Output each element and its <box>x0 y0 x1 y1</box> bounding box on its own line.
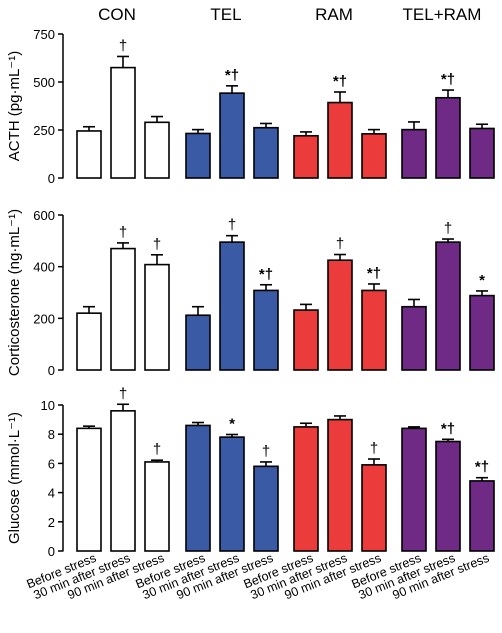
bar-con-1 <box>110 66 136 179</box>
y-tick-label: 0 <box>48 171 55 186</box>
significance-mark: *† <box>259 266 273 283</box>
bar-ram-1 <box>327 418 353 552</box>
y-axis-label: Glucose (mmol·L⁻¹) <box>6 412 23 544</box>
bar-tel-2 <box>253 126 279 179</box>
bar-tel-ram-0 <box>401 305 427 371</box>
significance-mark: † <box>370 440 378 457</box>
significance-mark: † <box>119 37 127 54</box>
significance-mark: *† <box>333 73 347 90</box>
bar-ram-0 <box>293 134 319 179</box>
bar-ram-2 <box>361 133 387 179</box>
bar-tel-2 <box>253 465 279 552</box>
bar-con-2 <box>144 263 170 371</box>
y-axis-label: ACTH (pg·mL⁻¹) <box>6 51 23 161</box>
significance-mark: *† <box>441 71 455 88</box>
y-tick-label: 200 <box>33 311 55 326</box>
bar-ram-2 <box>361 289 387 371</box>
y-tick-label: 250 <box>33 123 55 138</box>
group-titles: CON TEL RAM TEL+RAM <box>98 5 481 24</box>
y-tick-label: 0 <box>48 544 55 559</box>
bar-ram-2 <box>361 464 387 552</box>
significance-mark: * <box>479 272 485 289</box>
y-tick-label: 750 <box>33 27 55 42</box>
bar-ram-1 <box>327 259 353 371</box>
bar-con-0 <box>76 130 102 179</box>
significance-mark: *† <box>367 265 381 282</box>
y-tick-label: 2 <box>48 515 55 530</box>
bar-con-2 <box>144 461 170 552</box>
bar-tel-ram-0 <box>401 128 427 179</box>
group-title-telram: TEL+RAM <box>403 5 482 24</box>
significance-mark: † <box>444 220 452 237</box>
y-tick-label: 0 <box>48 363 55 378</box>
bar-tel-0 <box>185 424 211 552</box>
significance-mark: † <box>262 443 270 460</box>
y-tick-label: 6 <box>48 456 55 471</box>
bar-tel-0 <box>185 132 211 179</box>
significance-mark: * <box>229 415 235 432</box>
bar-tel-ram-2 <box>469 127 495 179</box>
bar-con-1 <box>110 247 136 371</box>
y-tick-label: 400 <box>33 260 55 275</box>
y-tick-label: 10 <box>41 398 55 413</box>
bar-con-1 <box>110 410 136 552</box>
bar-ram-0 <box>293 309 319 371</box>
significance-mark: † <box>119 385 127 402</box>
bar-tel-ram-1 <box>435 440 461 552</box>
bar-con-0 <box>76 312 102 371</box>
significance-mark: † <box>153 441 161 458</box>
bar-tel-0 <box>185 314 211 371</box>
significance-mark: † <box>228 217 236 234</box>
bar-tel-ram-1 <box>435 241 461 371</box>
panel-1: 0 250 500 750 ACTH (pg·mL⁻¹) † *† *† *† <box>6 27 495 186</box>
bar-ram-0 <box>293 426 319 552</box>
significance-mark: *† <box>225 67 239 84</box>
bar-con-2 <box>144 121 170 179</box>
y-tick-label: 4 <box>48 486 55 501</box>
significance-mark: *† <box>475 459 489 476</box>
bar-tel-1 <box>219 92 245 179</box>
y-tick-label: 8 <box>48 427 55 442</box>
significance-mark: † <box>119 224 127 241</box>
bar-con-0 <box>76 427 102 552</box>
significance-mark: *† <box>441 420 455 437</box>
bar-tel-ram-1 <box>435 96 461 179</box>
bar-tel-ram-2 <box>469 480 495 552</box>
y-axis-label: Corticosterone (ng·mL⁻¹) <box>6 209 23 376</box>
significance-mark: † <box>336 236 344 253</box>
y-tick-label: 500 <box>33 75 55 90</box>
bar-tel-ram-0 <box>401 427 427 552</box>
bar-ram-1 <box>327 101 353 179</box>
bar-tel-ram-2 <box>469 294 495 371</box>
bar-tel-1 <box>219 241 245 371</box>
group-title-tel: TEL <box>210 5 241 24</box>
y-tick-label: 600 <box>33 208 55 223</box>
bar-tel-1 <box>219 436 245 552</box>
bar-tel-2 <box>253 289 279 371</box>
group-title-con: CON <box>98 5 136 24</box>
group-title-ram: RAM <box>315 5 353 24</box>
significance-mark: † <box>153 236 161 253</box>
